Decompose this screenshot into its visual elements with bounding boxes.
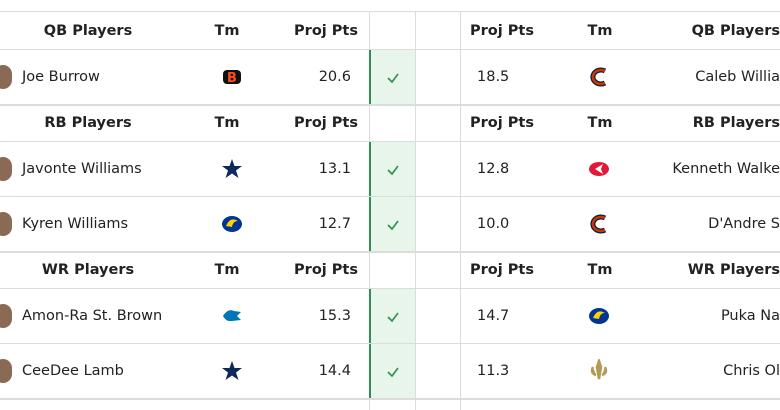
player-name: Puka Na <box>720 307 780 324</box>
team-logo <box>587 212 611 240</box>
proj-points: 11.3 <box>477 362 510 379</box>
header-proj: Proj Pts <box>470 261 534 278</box>
header-team: Tm <box>587 261 613 278</box>
proj-points: 13.1 <box>318 160 351 177</box>
selected-cell <box>369 400 415 410</box>
column-divider <box>460 141 461 196</box>
selected-cell <box>369 142 415 196</box>
column-divider <box>460 398 461 410</box>
team-logo: B <box>220 65 244 93</box>
header-proj: Proj Pts <box>470 22 534 39</box>
header-team: Tm <box>214 22 240 39</box>
team-logo <box>220 157 244 185</box>
player-headshot <box>0 157 12 181</box>
proj-points: 12.8 <box>477 160 510 177</box>
row-divider <box>0 104 780 106</box>
row-divider <box>0 141 780 142</box>
header-players: RB Players <box>44 114 132 131</box>
top-border <box>0 11 780 12</box>
player-name: Kenneth Walke <box>672 160 780 177</box>
player-name: Kyren Williams <box>22 215 129 232</box>
header-players: RB Players <box>692 114 780 131</box>
column-divider <box>415 398 416 410</box>
team-logo <box>220 212 244 240</box>
header-team: Tm <box>214 114 240 131</box>
column-divider <box>415 141 416 196</box>
team-logo <box>587 357 611 387</box>
selected-cell <box>369 289 415 343</box>
player-headshot <box>0 65 12 89</box>
proj-points: 10.0 <box>477 215 510 232</box>
row-divider <box>0 49 780 50</box>
column-divider <box>415 251 416 288</box>
player-name: Chris Ol <box>723 362 780 379</box>
column-divider <box>460 196 461 251</box>
column-divider <box>415 104 416 141</box>
proj-points: 15.3 <box>318 307 351 324</box>
selected-cell <box>369 50 415 104</box>
player-name: CeeDee Lamb <box>22 362 124 379</box>
team-logo <box>587 65 611 93</box>
player-name: Caleb Willia <box>695 68 780 85</box>
header-team: Tm <box>587 22 613 39</box>
selected-cell <box>369 197 415 251</box>
proj-points: 12.7 <box>318 215 351 232</box>
header-proj: Proj Pts <box>294 22 358 39</box>
proj-points: 14.7 <box>477 307 510 324</box>
header-proj: Proj Pts <box>294 114 358 131</box>
header-proj: Proj Pts <box>470 114 534 131</box>
column-divider <box>460 12 461 49</box>
row-divider <box>0 398 780 400</box>
column-divider <box>415 49 416 104</box>
column-divider <box>460 104 461 141</box>
selected-cell <box>369 344 415 398</box>
row-divider <box>0 343 780 344</box>
header-team: Tm <box>214 261 240 278</box>
column-divider <box>415 196 416 251</box>
column-divider <box>460 343 461 398</box>
team-logo <box>220 359 244 387</box>
header-proj: Proj Pts <box>294 261 358 278</box>
row-divider <box>0 196 780 197</box>
column-divider <box>415 343 416 398</box>
column-divider <box>369 251 370 288</box>
player-name: D'Andre S <box>708 215 780 232</box>
row-divider <box>0 288 780 289</box>
player-name: Javonte Williams <box>22 160 142 177</box>
proj-points: 20.6 <box>318 68 351 85</box>
row-divider <box>0 251 780 253</box>
player-headshot <box>0 359 12 383</box>
column-divider <box>369 104 370 141</box>
team-logo <box>587 304 611 332</box>
player-headshot <box>0 304 12 328</box>
header-players: QB Players <box>43 22 133 39</box>
proj-points: 18.5 <box>477 68 510 85</box>
team-logo <box>220 304 244 332</box>
header-players: WR Players <box>41 261 135 278</box>
header-team: Tm <box>587 114 613 131</box>
column-divider <box>415 12 416 49</box>
column-divider <box>460 251 461 288</box>
proj-points: 14.4 <box>318 362 351 379</box>
column-divider <box>369 12 370 49</box>
header-players: QB Players <box>691 22 780 39</box>
player-name: Joe Burrow <box>22 68 100 85</box>
column-divider <box>415 288 416 343</box>
player-name: Amon-Ra St. Brown <box>22 307 163 324</box>
column-divider <box>460 288 461 343</box>
header-players: WR Players <box>687 261 780 278</box>
svg-text:B: B <box>227 71 237 86</box>
column-divider <box>460 49 461 104</box>
team-logo <box>587 157 611 185</box>
player-headshot <box>0 212 12 236</box>
